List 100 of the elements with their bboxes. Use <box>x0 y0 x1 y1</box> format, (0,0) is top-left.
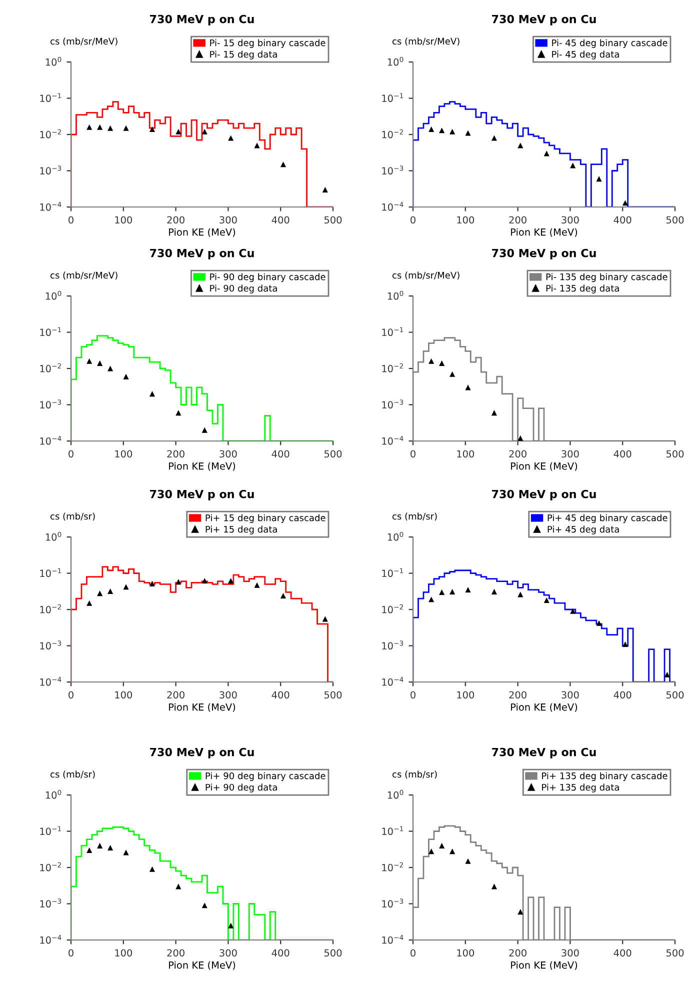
x-tick-label: 500 <box>666 949 684 957</box>
x-tick-label: 100 <box>457 216 474 224</box>
point <box>544 597 550 604</box>
y-axis-title: cs (mb/sr) <box>50 770 95 779</box>
x-tick-label: 200 <box>509 216 526 224</box>
legend-label: Pi- 45 deg binary cascade <box>552 39 668 48</box>
point <box>596 620 602 626</box>
point <box>108 588 114 594</box>
y-tick-label: 10$^{−4}$ <box>40 934 62 944</box>
y-axis-title: cs (mb/sr) <box>50 512 95 521</box>
x-tick-label: 500 <box>324 949 342 957</box>
x-tick-label: 300 <box>562 949 579 957</box>
legend-label: Pi- 45 deg data <box>552 50 619 60</box>
y-tick-label: 10$^{−4}$ <box>382 934 404 944</box>
x-tick-label: 300 <box>220 450 237 458</box>
point <box>254 142 260 148</box>
point <box>465 384 471 390</box>
legend-label: Pi+ 135 deg binary cascade <box>542 772 668 781</box>
x-axis-title: Pion KE (MeV) <box>511 961 578 970</box>
y-tick-label: 10$^{0}$ <box>388 56 404 66</box>
point <box>123 850 129 856</box>
x-tick-label: 100 <box>115 949 132 957</box>
y-tick-label: 10$^{−1}$ <box>382 327 403 336</box>
chart-title: 730 MeV p on Cu <box>492 14 596 26</box>
y-tick-label: 10$^{−3}$ <box>40 898 62 908</box>
point <box>176 579 182 585</box>
point <box>108 366 114 372</box>
chart-title: 730 MeV p on Cu <box>150 748 254 758</box>
chart-title: 730 MeV p on Cu <box>150 248 254 260</box>
x-tick-label: 400 <box>272 691 290 699</box>
legend-label: Pi+ 15 deg data <box>206 526 277 534</box>
point <box>97 590 103 596</box>
chart-title: 730 MeV p on Cu <box>492 490 596 500</box>
x-tick-label: 0 <box>68 691 74 699</box>
point <box>228 135 234 141</box>
x-tick-label: 400 <box>614 216 632 224</box>
legend-label: Pi+ 135 deg data <box>542 784 619 792</box>
x-axis-title: Pion KE (MeV) <box>511 703 578 712</box>
y-tick-label: 10$^{−4}$ <box>40 202 62 211</box>
x-tick-label: 500 <box>324 691 342 699</box>
legend-label: Pi+ 90 deg binary cascade <box>206 772 326 781</box>
point <box>149 866 155 872</box>
y-tick-label: 10$^{0}$ <box>388 790 404 799</box>
x-tick-label: 100 <box>457 949 474 957</box>
legend-label: Pi+ 45 deg binary cascade <box>548 514 668 523</box>
x-tick-label: 400 <box>614 691 632 699</box>
y-axis-title: cs (mb/sr) <box>392 512 437 521</box>
x-tick-label: 300 <box>562 450 579 458</box>
y-tick-label: 10$^{−1}$ <box>40 327 61 336</box>
y-tick-label: 10$^{−1}$ <box>40 568 61 578</box>
x-tick-label: 500 <box>666 691 684 699</box>
point <box>428 358 434 364</box>
x-tick-label: 200 <box>167 949 184 957</box>
point <box>149 126 155 132</box>
x-tick-label: 100 <box>115 450 132 458</box>
point <box>97 842 103 848</box>
point <box>123 584 129 590</box>
point <box>450 588 456 594</box>
legend-label: Pi- 15 deg data <box>210 50 277 60</box>
y-tick-label: 10$^{0}$ <box>388 532 404 541</box>
point <box>123 125 129 131</box>
x-tick-label: 300 <box>220 949 237 957</box>
y-tick-label: 10$^{−4}$ <box>40 676 62 686</box>
point <box>86 124 92 130</box>
point <box>450 128 456 134</box>
y-tick-label: 10$^{0}$ <box>46 790 62 799</box>
x-tick-label: 500 <box>324 216 342 224</box>
x-tick-label: 100 <box>115 691 132 699</box>
point <box>176 128 182 134</box>
point <box>465 130 471 136</box>
point <box>322 186 328 192</box>
x-axis-title: Pion KE (MeV) <box>511 228 578 237</box>
y-axis-title: cs (mb/sr/MeV) <box>50 272 118 280</box>
point <box>596 176 602 182</box>
point <box>97 124 103 130</box>
point <box>518 435 524 441</box>
x-axis-title: Pion KE (MeV) <box>169 703 236 712</box>
point <box>491 135 497 141</box>
x-tick-label: 400 <box>614 450 632 458</box>
x-tick-label: 200 <box>167 691 184 699</box>
x-tick-label: 300 <box>562 216 579 224</box>
x-tick-label: 0 <box>410 216 416 224</box>
x-tick-label: 0 <box>410 949 416 957</box>
point <box>280 592 286 598</box>
legend-label: Pi+ 45 deg data <box>548 526 619 534</box>
point <box>465 858 471 864</box>
y-tick-label: 10$^{−3}$ <box>382 898 404 908</box>
point <box>97 360 103 366</box>
chart-title: 730 MeV p on Cu <box>150 14 254 26</box>
x-tick-label: 100 <box>457 450 474 458</box>
point <box>202 128 208 134</box>
y-tick-label: 10$^{−2}$ <box>40 363 61 372</box>
x-tick-label: 400 <box>272 450 290 458</box>
y-tick-label: 10$^{−1}$ <box>382 93 403 102</box>
y-axis-title: cs (mb/sr/MeV) <box>392 272 460 280</box>
point <box>254 582 260 588</box>
point <box>108 845 114 851</box>
legend-label: Pi- 135 deg binary cascade <box>546 273 668 282</box>
y-tick-label: 10$^{−1}$ <box>382 568 403 578</box>
x-tick-label: 200 <box>167 450 184 458</box>
